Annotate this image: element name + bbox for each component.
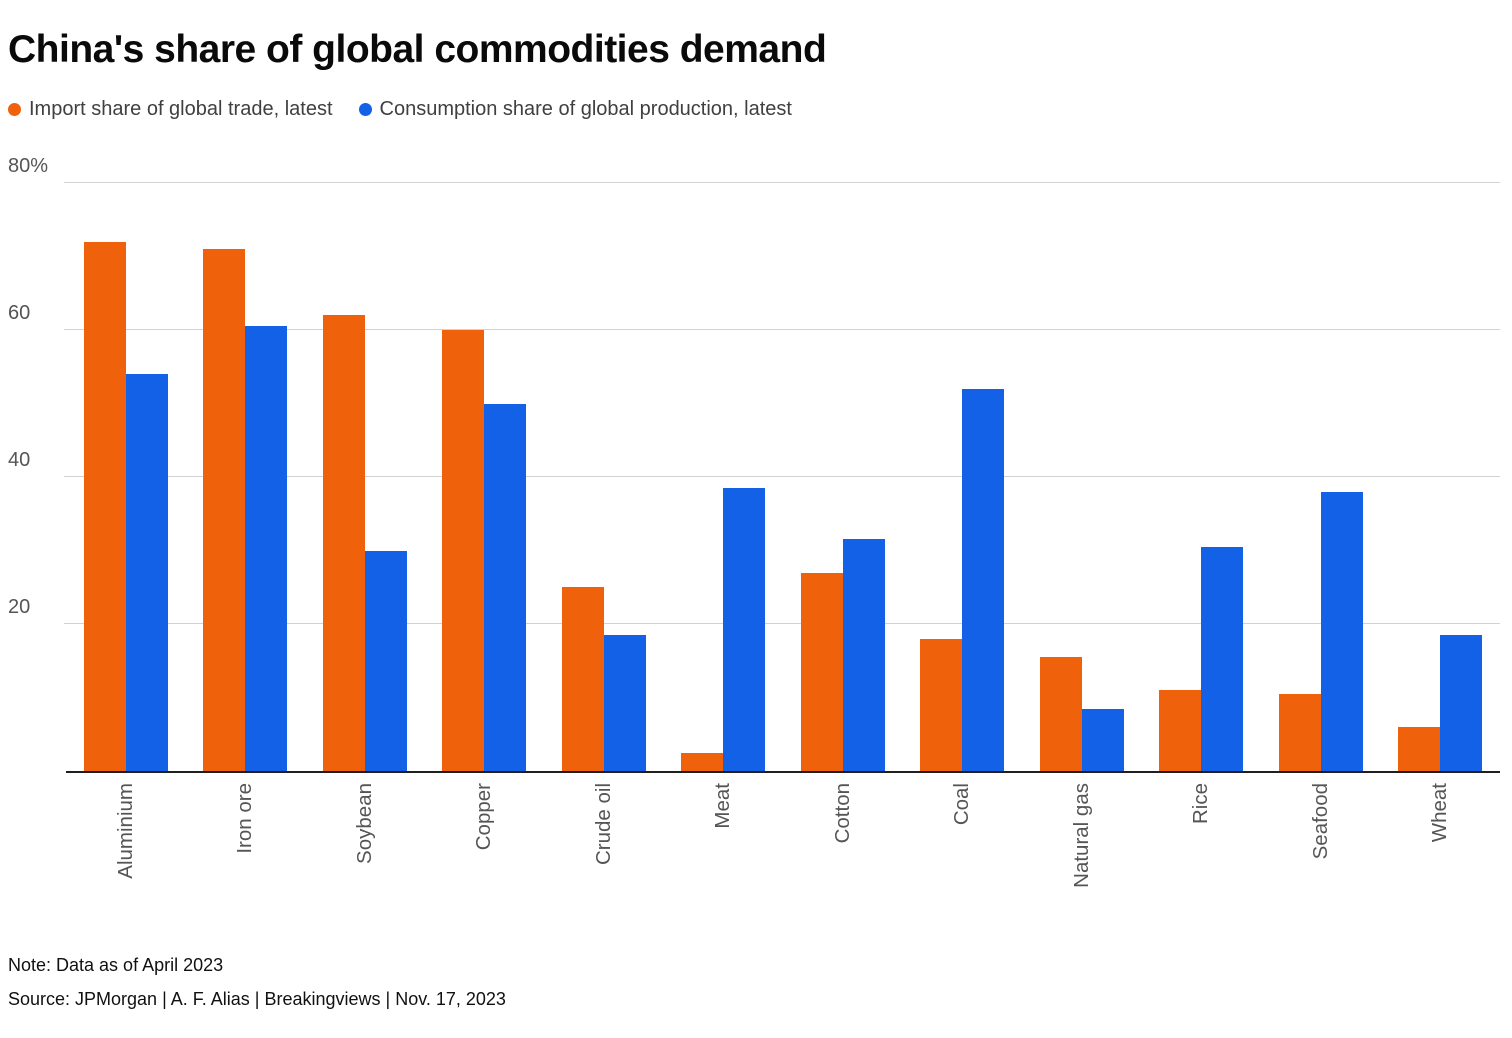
bar-group-seafood <box>1261 183 1381 771</box>
x-tick-label-aluminium: Aluminium <box>113 783 137 879</box>
bar-cotton-import <box>800 572 843 771</box>
bar-natural-gas-consumption <box>1081 708 1124 771</box>
bar-group-aluminium <box>66 183 186 771</box>
x-tick-cell-coal: Coal <box>903 773 1023 933</box>
note-text: Note: Data as of April 2023 <box>8 955 224 975</box>
bar-rice-import <box>1159 690 1202 771</box>
x-tick-label-coal: Coal <box>950 783 973 826</box>
bar-copper-consumption <box>484 403 527 771</box>
bar-aluminium-import <box>83 241 126 771</box>
bar-groups <box>66 183 1500 771</box>
bar-seafood-import <box>1278 693 1321 771</box>
bar-aluminium-consumption <box>125 374 168 771</box>
x-tick-label-copper: Copper <box>472 783 495 851</box>
bar-seafood-consumption <box>1320 491 1363 771</box>
bar-wheat-import <box>1398 726 1441 771</box>
bar-group-coal <box>903 183 1023 771</box>
x-tick-label-iron-ore: Iron ore <box>233 783 256 854</box>
bar-wheat-consumption <box>1440 635 1483 771</box>
x-tick-label-rice: Rice <box>1189 783 1212 825</box>
x-tick-label-wheat: Wheat <box>1428 783 1451 843</box>
bar-meat-import <box>681 752 724 771</box>
bar-cotton-consumption <box>842 539 885 771</box>
x-tick-cell-wheat: Wheat <box>1381 773 1501 933</box>
x-tick-cell-rice: Rice <box>1142 773 1262 933</box>
x-tick-cell-copper: Copper <box>425 773 545 933</box>
legend-dot-blue-icon <box>358 103 372 116</box>
legend: Import share of global trade, latest Con… <box>8 98 1500 121</box>
legend-item-consumption-share: Consumption share of global production, … <box>358 98 792 121</box>
x-tick-cell-aluminium: Aluminium <box>66 773 186 933</box>
bar-group-meat <box>664 183 784 771</box>
plot-area: 20 40 60 80% <box>8 155 1500 773</box>
bar-coal-consumption <box>962 388 1005 771</box>
bar-group-rice <box>1142 183 1262 771</box>
y-tick-label-20: 20 <box>8 596 31 618</box>
bar-crude-oil-consumption <box>603 635 646 771</box>
bar-chart: 20 40 60 80% Aluminium Iron ore Soybean Copper… <box>8 155 1500 933</box>
x-tick-cell-soybean: Soybean <box>305 773 425 933</box>
x-tick-cell-iron-ore: Iron ore <box>186 773 306 933</box>
bar-rice-consumption <box>1201 546 1244 771</box>
bar-iron-ore-import <box>203 249 246 771</box>
gridline-80 <box>64 182 1500 183</box>
gridline-60 <box>64 329 1500 330</box>
bar-group-iron-ore <box>186 183 306 771</box>
x-tick-label-meat: Meat <box>711 783 734 829</box>
legend-dot-orange-icon <box>8 103 21 116</box>
chart-title: China's share of global commodities dema… <box>8 28 827 71</box>
source-text: Source: JPMorgan | A. F. Alias | Breakin… <box>8 989 506 1009</box>
legend-label-import-share: Import share of global trade, latest <box>29 98 333 120</box>
bar-meat-consumption <box>723 488 766 771</box>
y-tick-label-60: 60 <box>8 302 31 324</box>
gridline-40 <box>64 476 1500 477</box>
legend-item-import-share: Import share of global trade, latest <box>8 98 333 121</box>
bar-soybean-consumption <box>364 550 407 771</box>
bar-coal-import <box>920 638 963 771</box>
bar-crude-oil-import <box>561 587 604 771</box>
gridline-20 <box>64 623 1500 624</box>
bar-iron-ore-consumption <box>245 326 288 771</box>
x-tick-label-cotton: Cotton <box>830 783 854 844</box>
y-tick-label-40: 40 <box>8 449 31 471</box>
bar-group-copper <box>425 183 545 771</box>
bar-group-natural-gas <box>1022 183 1142 771</box>
x-tick-cell-natural-gas: Natural gas <box>1022 773 1142 933</box>
x-tick-cell-cotton: Cotton <box>783 773 903 933</box>
x-tick-cell-meat: Meat <box>664 773 784 933</box>
x-axis-labels: Aluminium Iron ore Soybean Copper Crude oil M… <box>66 773 1500 933</box>
x-tick-label-natural-gas: Natural gas <box>1069 783 1093 888</box>
x-tick-cell-crude-oil: Crude oil <box>544 773 664 933</box>
y-tick-label-80: 80% <box>8 155 49 177</box>
legend-label-consumption-share: Consumption share of global production, … <box>379 98 792 120</box>
bar-group-cotton <box>783 183 903 771</box>
x-tick-label-crude-oil: Crude oil <box>591 783 615 866</box>
x-tick-label-soybean: Soybean <box>352 783 376 864</box>
bar-natural-gas-import <box>1039 657 1082 771</box>
bar-group-crude-oil <box>544 183 664 771</box>
bar-soybean-import <box>322 315 365 771</box>
x-tick-label-seafood: Seafood <box>1308 783 1332 860</box>
bar-copper-import <box>442 330 485 771</box>
bar-group-wheat <box>1381 183 1501 771</box>
bar-group-soybean <box>305 183 425 771</box>
chart-footer: Note: Data as of April 2023 Source: JPMo… <box>8 955 1500 1010</box>
x-tick-cell-seafood: Seafood <box>1261 773 1381 933</box>
